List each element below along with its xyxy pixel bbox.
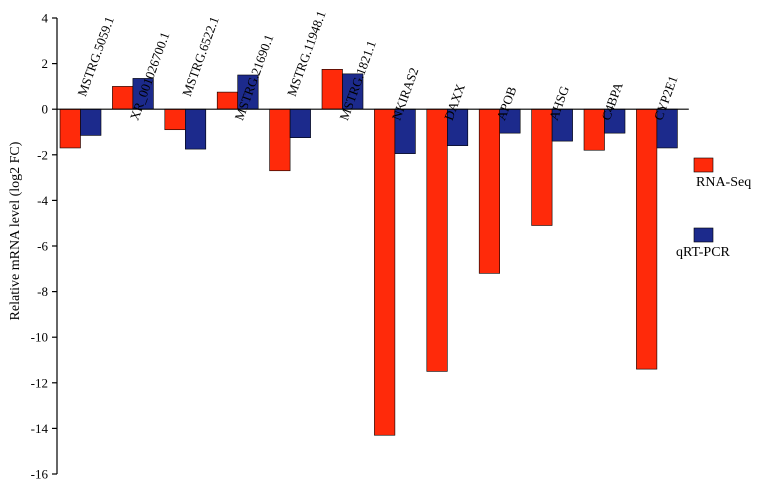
y-tick-label: 2 xyxy=(42,56,49,71)
bar-rna-seq-6 xyxy=(374,108,396,436)
chart-bars xyxy=(59,69,678,436)
y-tick-label: -10 xyxy=(31,330,48,345)
y-tick-label: -4 xyxy=(37,193,48,208)
bar-rna-seq-4 xyxy=(269,108,291,172)
category-labels: MSTRG.5059.1 XR_001026700.1 MSTRG.6522.1 MS… xyxy=(74,9,680,123)
y-tick-label: 0 xyxy=(42,102,49,117)
bar-rna-seq-2 xyxy=(164,108,186,131)
category-label: NKIRAS2 xyxy=(389,66,422,123)
y-tick-label: -16 xyxy=(31,467,49,480)
legend-swatch-rna-seq xyxy=(693,157,714,173)
y-tick-label: -12 xyxy=(31,375,48,390)
y-tick-label: -14 xyxy=(31,421,49,436)
bar-rna-seq-7 xyxy=(426,108,448,372)
bar-rna-seq-5 xyxy=(321,69,343,110)
category-label: MSTRG.5059.1 xyxy=(74,14,117,98)
y-axis: 4 2 0 -2 -4 -6 -8 -10 -12 -14 -16 xyxy=(31,11,58,480)
legend-label: RNA-Seq xyxy=(696,175,751,190)
y-axis-label: Relative mRNA level (log2 FC) xyxy=(8,141,23,320)
bar-rna-seq-9 xyxy=(531,108,553,226)
bar-qrt-pcr-4 xyxy=(289,108,311,138)
bar-qrt-pcr-0 xyxy=(80,108,102,136)
bar-rna-seq-11 xyxy=(636,108,658,370)
bar-rna-seq-0 xyxy=(59,108,81,149)
legend-label: qRT-PCR xyxy=(676,245,731,260)
y-tick-label: 4 xyxy=(42,11,49,26)
y-tick-label: -2 xyxy=(37,147,48,162)
legend: RNA-Seq qRT-PCR xyxy=(676,157,751,260)
y-tick-label: -6 xyxy=(37,239,48,254)
y-tick-label: -8 xyxy=(37,284,48,299)
bar-qrt-pcr-2 xyxy=(185,108,207,150)
bar-rna-seq-8 xyxy=(478,108,501,274)
legend-swatch-qrt-pcr xyxy=(693,227,714,243)
category-label: MSTRG.6522.1 xyxy=(179,14,222,98)
